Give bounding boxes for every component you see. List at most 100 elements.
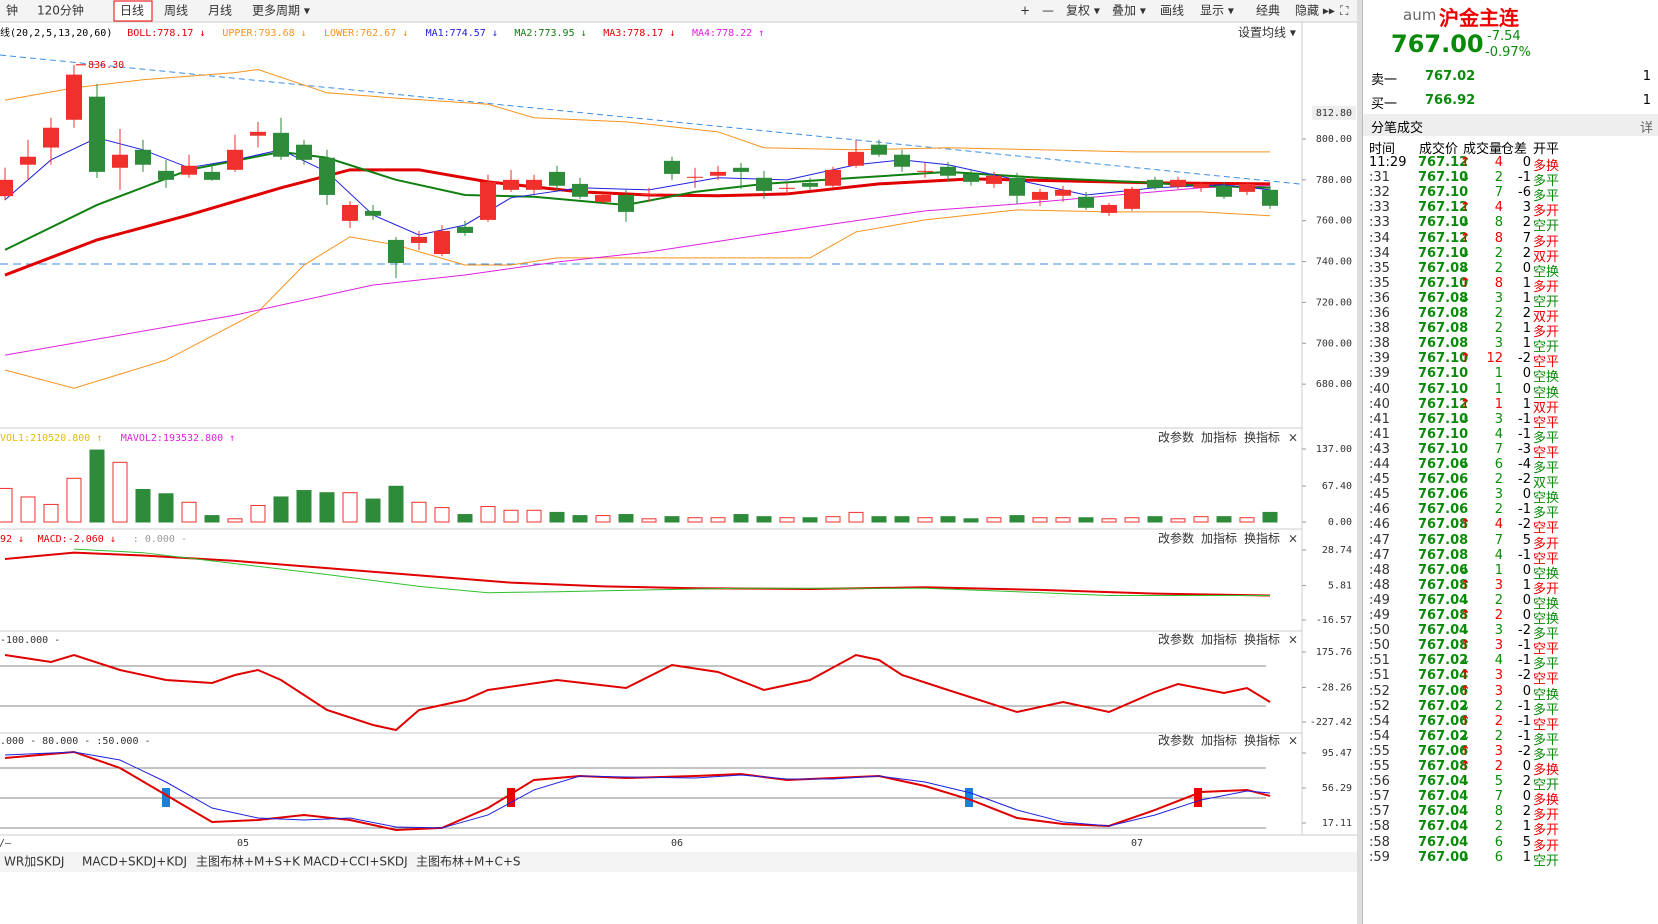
panel-button[interactable]: 加指标 (1201, 632, 1237, 647)
panel-button[interactable]: × (1288, 734, 1298, 748)
trade-vol: 1 (1494, 396, 1503, 412)
trade-time: :34 (1369, 230, 1390, 246)
change: -7.54 (1487, 29, 1521, 44)
toolbar-bg (0, 0, 1362, 22)
template-tab[interactable]: 主图布林+M+C+S (416, 855, 521, 869)
candle-body (365, 210, 381, 216)
name: 沪金主连 (1439, 6, 1519, 30)
trade-type: 空换 (1533, 491, 1560, 507)
trade-type: 空平 (1533, 415, 1560, 431)
template-tab[interactable]: WR加SKDJ (4, 855, 64, 869)
trade-diff: -2 (1518, 668, 1531, 684)
trade-arrow: ↑ (1460, 683, 1471, 699)
trade-arrow: ↓ (1460, 698, 1471, 714)
trade-vol: 12 (1486, 351, 1503, 367)
candle-body (89, 96, 105, 172)
volume-bar (204, 515, 220, 523)
panel-button[interactable]: 换指标 (1244, 531, 1280, 546)
panel-button[interactable]: × (1288, 633, 1298, 647)
tool-button[interactable]: + (1020, 4, 1030, 18)
trade-arrow: ↑ (1460, 396, 1471, 412)
tool-button[interactable]: ⛶ (1339, 4, 1349, 18)
trade-time: :46 (1369, 502, 1390, 518)
panel-button[interactable]: × (1288, 532, 1298, 546)
tool-button[interactable]: 画线 (1160, 4, 1184, 18)
volume-bar (480, 506, 496, 523)
panel-button[interactable]: 改参数 (1158, 531, 1194, 546)
trade-diff: -1 (1518, 170, 1531, 186)
panel-button[interactable]: 改参数 (1158, 430, 1194, 445)
panel-button[interactable]: 换指标 (1244, 733, 1280, 748)
trade-price: 767.10 (1418, 426, 1469, 442)
trade-type: 多换 (1533, 763, 1560, 778)
detail-button[interactable]: 详 (1639, 121, 1653, 136)
panel-button[interactable]: × (1288, 431, 1298, 445)
trade-price: 767.10 (1418, 351, 1469, 367)
panel-button[interactable]: 换指标 (1244, 430, 1280, 445)
panel-button[interactable]: 改参数 (1158, 632, 1194, 647)
y-tick-label: 740.00 (1316, 257, 1352, 268)
tool-button[interactable]: 显示 ▾ (1200, 4, 1234, 18)
trade-type: 空换 (1533, 370, 1560, 386)
trade-price: 767.10 (1418, 381, 1469, 397)
trade-price: 767.06 (1418, 487, 1469, 503)
template-tab[interactable]: MACD+CCI+SKDJ (303, 855, 408, 869)
tool-button[interactable]: — (1042, 4, 1054, 18)
volume-bar (963, 518, 979, 523)
trade-arrow: ↓ (1460, 562, 1471, 578)
candle-body (779, 187, 795, 189)
period-button[interactable]: 月线 (208, 4, 232, 18)
change-pct: -0.97% (1485, 45, 1531, 60)
volume-bar (1124, 517, 1140, 523)
trade-type: 多平 (1533, 174, 1560, 190)
trade-vol: 4 (1494, 653, 1503, 669)
trade-vol: 2 (1494, 260, 1503, 276)
template-tab[interactable]: MACD+SKDJ+KDJ (82, 855, 187, 869)
volume-bar (595, 515, 611, 523)
x-tick-label: 06 (671, 838, 683, 849)
trade-time: :49 (1369, 592, 1390, 608)
tool-button[interactable]: 复权 ▾ (1066, 4, 1100, 18)
trade-price: 767.12 (1418, 230, 1469, 246)
period-button[interactable]: 周线 (164, 4, 188, 18)
trade-arrow: ↑ (1460, 351, 1471, 367)
template-tab[interactable]: 主图布林+M+S+K (196, 855, 301, 869)
trade-type: 空开 (1533, 219, 1560, 235)
panel-button[interactable]: 换指标 (1244, 632, 1280, 647)
signal-marker (965, 788, 973, 807)
column-header: 成交量 (1463, 142, 1503, 157)
panel-button[interactable]: 加指标 (1201, 430, 1237, 445)
panel-button[interactable]: 加指标 (1201, 733, 1237, 748)
trade-vol: 3 (1494, 290, 1503, 306)
trade-arrow: ↑ (1460, 155, 1471, 170)
trade-vol: 8 (1494, 804, 1503, 820)
period-button[interactable]: 钟 (6, 3, 18, 18)
chart-area: 钟 120分钟 日线 周线 月线 更多周期 ▾ + — 复权 ▾ 叠加 ▾ 画线 显示 ▾ 经典 隐藏 ▸… (0, 0, 1362, 924)
period-button[interactable]: 日线 (120, 4, 144, 18)
trade-diff: 0 (1522, 683, 1531, 699)
trade-time: :43 (1369, 441, 1390, 457)
indicator-header: MA3:778.17 ↓ (603, 28, 675, 39)
trade-type: 空开 (1533, 778, 1560, 794)
indicator-line (4, 751, 1271, 829)
panel-button[interactable]: 改参数 (1158, 733, 1194, 748)
trade-type: 多开 (1533, 808, 1560, 824)
tool-button[interactable]: 经典 (1256, 4, 1280, 18)
trade-diff: 0 (1522, 759, 1531, 774)
volume-bar (572, 515, 588, 523)
trade-time: :55 (1369, 743, 1390, 759)
tool-button[interactable]: 隐藏 ▸▸ (1295, 4, 1335, 18)
period-button[interactable]: 更多周期 ▾ (252, 4, 310, 18)
tool-button[interactable]: 叠加 ▾ (1112, 4, 1146, 18)
setting-button[interactable]: 设置均线 ▾ (1238, 26, 1296, 40)
trade-diff: -2 (1518, 517, 1531, 533)
period-button[interactable]: 120分钟 (37, 3, 84, 18)
y-tick-label: 0.00 (1328, 517, 1352, 528)
panel-button[interactable]: 加指标 (1201, 531, 1237, 546)
trade-arrow: ↑ (1460, 759, 1471, 774)
indicator-header: 92 ↓ (0, 534, 24, 545)
candle-body (1078, 196, 1094, 208)
trade-arrow: ↓ (1460, 411, 1471, 427)
trade-type: 空开 (1533, 294, 1560, 310)
trade-time: 11:29 (1369, 155, 1407, 170)
